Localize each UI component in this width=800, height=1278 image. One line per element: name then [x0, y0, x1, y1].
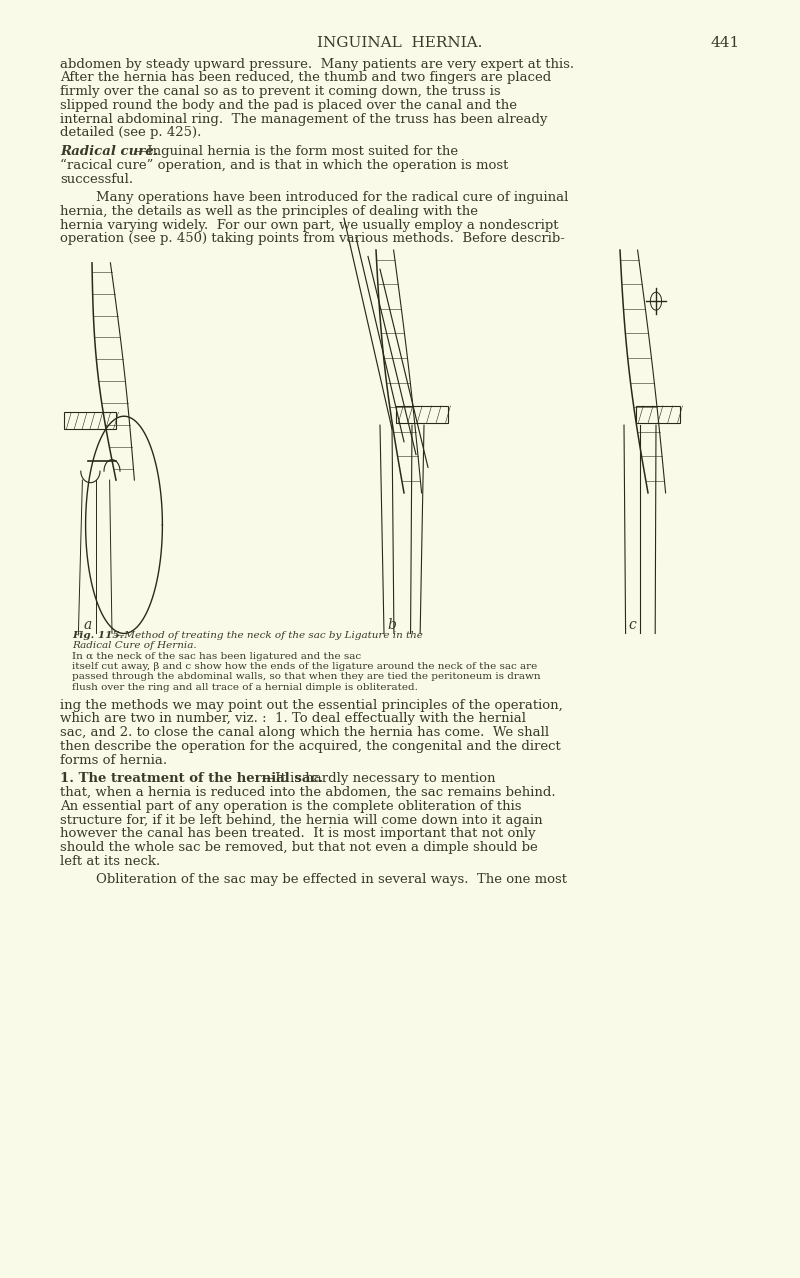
Text: flush over the ring and all trace of a hernial dimple is obliterated.: flush over the ring and all trace of a h…	[72, 682, 418, 691]
Text: —Inguinal hernia is the form most suited for the: —Inguinal hernia is the form most suited…	[134, 144, 458, 158]
Text: detailed (see p. 425).: detailed (see p. 425).	[60, 127, 202, 139]
Text: which are two in number, viz. :  1. To deal effectually with the hernial: which are two in number, viz. : 1. To de…	[60, 712, 526, 726]
Text: operation (see p. 450) taking points from various methods.  Before describ-: operation (see p. 450) taking points fro…	[60, 233, 565, 245]
Text: c: c	[628, 619, 636, 633]
Text: that, when a hernia is reduced into the abdomen, the sac remains behind.: that, when a hernia is reduced into the …	[60, 786, 556, 799]
Text: “racical cure” operation, and is that in which the operation is most: “racical cure” operation, and is that in…	[60, 158, 508, 173]
Text: —Method of treating the neck of the sac by Ligature in the: —Method of treating the neck of the sac …	[114, 631, 422, 640]
Text: Radical Cure of Hernia.: Radical Cure of Hernia.	[72, 642, 197, 651]
Text: then describe the operation for the acquired, the congenital and the direct: then describe the operation for the acqu…	[60, 740, 561, 753]
Text: firmly over the canal so as to prevent it coming down, the truss is: firmly over the canal so as to prevent i…	[60, 86, 501, 98]
Text: hernia varying widely.  For our own part, we usually employ a nondescript: hernia varying widely. For our own part,…	[60, 219, 558, 231]
Text: In α the neck of the sac has been ligatured and the sac: In α the neck of the sac has been ligatu…	[72, 652, 361, 661]
Bar	[636, 406, 680, 423]
Text: should the whole sac be removed, but that not even a dimple should be: should the whole sac be removed, but tha…	[60, 841, 538, 854]
Bar	[64, 413, 116, 429]
Text: Fig. 115.: Fig. 115.	[72, 631, 123, 640]
Text: internal abdominal ring.  The management of the truss has been already: internal abdominal ring. The management …	[60, 112, 547, 125]
Text: b: b	[387, 619, 397, 633]
Text: INGUINAL  HERNIA.: INGUINAL HERNIA.	[318, 36, 482, 50]
Text: An essential part of any operation is the complete obliteration of this: An essential part of any operation is th…	[60, 800, 522, 813]
Text: passed through the abdominal walls, so that when they are tied the peritoneum is: passed through the abdominal walls, so t…	[72, 672, 541, 681]
Text: ing the methods we may point out the essential principles of the operation,: ing the methods we may point out the ess…	[60, 699, 562, 712]
Bar	[396, 406, 448, 423]
Text: a: a	[84, 619, 92, 633]
Text: forms of hernia.: forms of hernia.	[60, 754, 167, 767]
Text: itself cut away, β and c show how the ends of the ligature around the neck of th: itself cut away, β and c show how the en…	[72, 662, 538, 671]
Text: sac, and 2. to close the canal along which the hernia has come.  We shall: sac, and 2. to close the canal along whi…	[60, 726, 549, 739]
Text: 441: 441	[710, 36, 740, 50]
Text: successful.: successful.	[60, 173, 133, 185]
Text: —It is hardly necessary to mention: —It is hardly necessary to mention	[262, 772, 495, 785]
Text: Obliteration of the sac may be effected in several ways.  The one most: Obliteration of the sac may be effected …	[96, 873, 567, 887]
Text: hernia, the details as well as the principles of dealing with the: hernia, the details as well as the princ…	[60, 204, 478, 219]
Text: Many operations have been introduced for the radical cure of inguinal: Many operations have been introduced for…	[96, 192, 568, 204]
Text: 1. The treatment of the hernial sac.: 1. The treatment of the hernial sac.	[60, 772, 323, 785]
Text: abdomen by steady upward pressure.  Many patients are very expert at this.: abdomen by steady upward pressure. Many …	[60, 58, 574, 70]
Text: Radical cure.: Radical cure.	[60, 144, 158, 158]
Text: however the canal has been treated.  It is most important that not only: however the canal has been treated. It i…	[60, 827, 536, 841]
Text: slipped round the body and the pad is placed over the canal and the: slipped round the body and the pad is pl…	[60, 98, 517, 112]
Text: After the hernia has been reduced, the thumb and two fingers are placed: After the hernia has been reduced, the t…	[60, 72, 551, 84]
Text: left at its neck.: left at its neck.	[60, 855, 160, 868]
Text: structure for, if it be left behind, the hernia will come down into it again: structure for, if it be left behind, the…	[60, 814, 542, 827]
